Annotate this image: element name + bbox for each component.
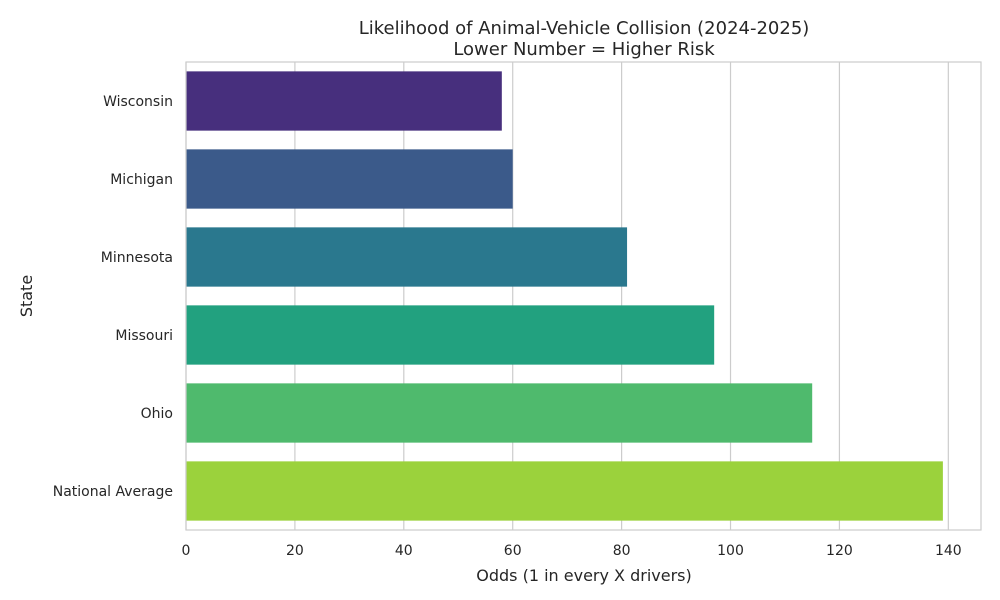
- y-tick-label: Ohio: [141, 406, 173, 422]
- bar-missouri: [186, 305, 715, 365]
- x-tick-label: 0: [182, 543, 191, 559]
- bar-michigan: [186, 149, 513, 209]
- bar-minnesota: [186, 227, 628, 287]
- y-tick-label: Wisconsin: [103, 94, 173, 110]
- x-tick-label: 60: [504, 543, 522, 559]
- x-tick-label: 100: [717, 543, 744, 559]
- bars: [186, 71, 943, 521]
- x-tick-label: 20: [286, 543, 304, 559]
- y-tick-label: Minnesota: [101, 250, 173, 266]
- y-axis-label: State: [17, 275, 36, 317]
- x-tick-label: 40: [395, 543, 413, 559]
- y-tick-label: National Average: [53, 484, 173, 500]
- grid-lines: [185, 62, 949, 530]
- plot-frame: [185, 61, 982, 531]
- x-tick-labels: 0 20 40 60 80 100 120 140: [182, 543, 962, 559]
- x-tick-label: 80: [613, 543, 631, 559]
- y-tick-label: Missouri: [115, 328, 173, 344]
- chart-subtitle: Lower Number = Higher Risk: [453, 39, 715, 60]
- x-axis-label: Odds (1 in every X drivers): [476, 566, 692, 585]
- x-tick-label: 140: [935, 543, 962, 559]
- y-tick-label: Michigan: [110, 172, 173, 188]
- bar-ohio: [186, 383, 813, 443]
- bar-national-average: [186, 461, 943, 521]
- x-tick-label: 120: [826, 543, 853, 559]
- bar-wisconsin: [186, 71, 502, 131]
- y-tick-labels: Wisconsin Michigan Minnesota Missouri Ohio Na…: [53, 94, 173, 500]
- chart-title: Likelihood of Animal-Vehicle Collision (…: [359, 18, 810, 39]
